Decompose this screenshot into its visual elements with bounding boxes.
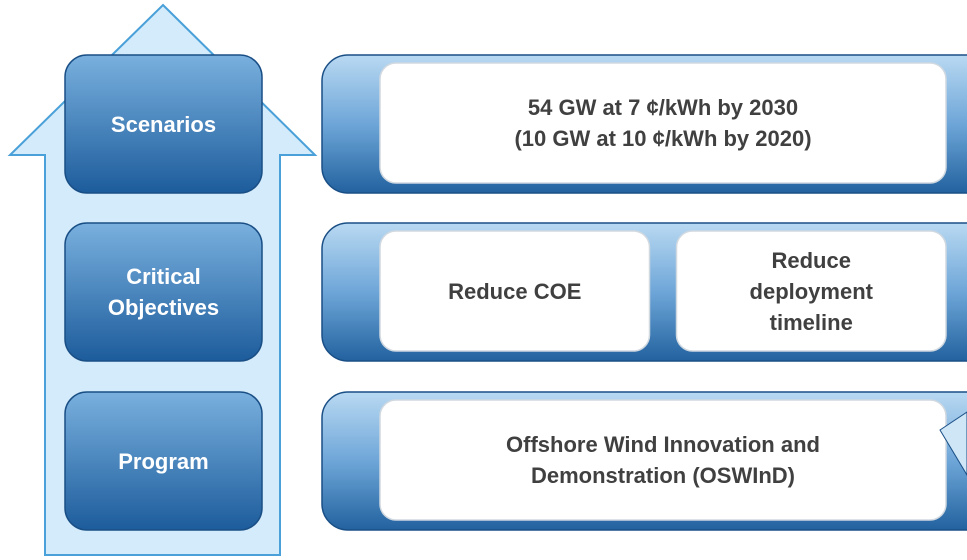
text-line: Critical: [126, 264, 201, 289]
level-label-box: [64, 54, 263, 194]
item-text: Reduce COE: [380, 231, 650, 351]
text-line: Objectives: [107, 295, 220, 320]
text-line: Offshore Wind Innovation and: [506, 432, 820, 457]
text-line: Program: [118, 448, 209, 474]
item-box: [379, 62, 947, 184]
level-label-box: [64, 391, 263, 531]
level-label: Critical Objectives: [65, 223, 262, 361]
text-line: deployment: [749, 278, 873, 304]
item-box: [379, 230, 651, 352]
text-line: Reduce COE: [448, 278, 582, 304]
item-text: 54 GW at 7 ¢/kWh by 2030 (10 GW at 10 ¢/k…: [380, 63, 946, 183]
level-label: Scenarios: [65, 55, 262, 193]
level-label-box: [64, 222, 263, 362]
text-line: Scenarios: [110, 111, 217, 137]
level-label: Program: [65, 392, 262, 530]
text-line: Demonstration (OSWInD): [531, 463, 795, 488]
item-text: Offshore Wind Innovation and Demonstratio…: [380, 400, 946, 520]
text-line: 54 GW at 7 ¢/kWh by 2030: [527, 95, 799, 120]
item-box: [379, 399, 947, 521]
item-box: [675, 230, 947, 352]
arrow-tip: [939, 411, 967, 476]
text-line: timeline: [769, 309, 853, 335]
text-line: (10 GW at 10 ¢/kWh by 2020): [514, 126, 812, 151]
item-text: Reduce deployment timeline: [677, 231, 947, 351]
text-line: Reduce: [771, 247, 851, 273]
